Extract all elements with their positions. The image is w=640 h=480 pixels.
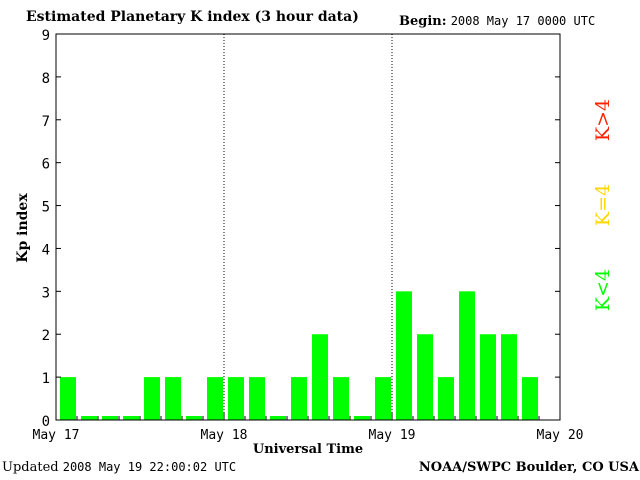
- data-source: NOAA/SWPC Boulder, CO USA: [418, 460, 639, 475]
- kp-bar: [375, 377, 391, 420]
- kp-bar: [102, 416, 118, 420]
- y-tick-label: 5: [42, 200, 50, 216]
- kp-bar: [186, 416, 202, 420]
- kp-bar: [459, 291, 475, 420]
- y-tick-label: 9: [42, 28, 50, 44]
- kp-bar: [312, 334, 328, 420]
- chart-title: Estimated Planetary K index (3 hour data…: [26, 9, 359, 25]
- kp-bar: [480, 334, 496, 420]
- kp-bar: [165, 377, 181, 420]
- kp-bar: [333, 377, 349, 420]
- updated-value: 2008 May 19 22:00:02 UTC: [62, 460, 237, 474]
- y-tick-label: 2: [42, 328, 50, 344]
- updated-label: Updated: [2, 460, 59, 475]
- kp-bar: [60, 377, 76, 420]
- legend-item: K<4: [592, 269, 614, 311]
- y-tick-label: 4: [42, 242, 50, 258]
- x-tick-label: May 18: [201, 428, 248, 443]
- kp-bar: [270, 416, 286, 420]
- x-tick-label: May 20: [537, 428, 584, 443]
- begin-time: Begin: 2008 May 17 0000 UTC: [399, 14, 595, 29]
- begin-value: 2008 May 17 0000 UTC: [450, 14, 596, 28]
- legend-item: K>4: [592, 99, 614, 141]
- y-tick-label: 7: [42, 114, 50, 130]
- y-axis-label: Kp index: [15, 193, 31, 263]
- kp-bar: [438, 377, 454, 420]
- y-tick-label: 6: [42, 157, 50, 173]
- legend-item: K=4: [592, 184, 614, 226]
- x-tick-label: May 19: [369, 428, 416, 443]
- y-tick-label: 3: [42, 285, 50, 301]
- kp-bar: [354, 416, 370, 420]
- kp-bar: [249, 377, 265, 420]
- kp-bar: [291, 377, 307, 420]
- y-tick-label: 8: [42, 71, 50, 87]
- x-tick-label: May 17: [33, 428, 80, 443]
- kp-bar: [396, 291, 412, 420]
- updated-time: Updated 2008 May 19 22:00:02 UTC: [2, 460, 236, 475]
- kp-bar: [207, 377, 223, 420]
- kp-bar: [417, 334, 433, 420]
- begin-label: Begin:: [399, 14, 447, 29]
- y-tick-label: 0: [42, 414, 50, 430]
- x-axis-label: Universal Time: [253, 442, 363, 457]
- kp-bar: [123, 416, 139, 420]
- kp-bar: [81, 416, 97, 420]
- kp-bar: [144, 377, 160, 420]
- kp-bar: [228, 377, 244, 420]
- kp-bar: [501, 334, 517, 420]
- y-tick-label: 1: [42, 371, 50, 387]
- kp-bar: [522, 377, 538, 420]
